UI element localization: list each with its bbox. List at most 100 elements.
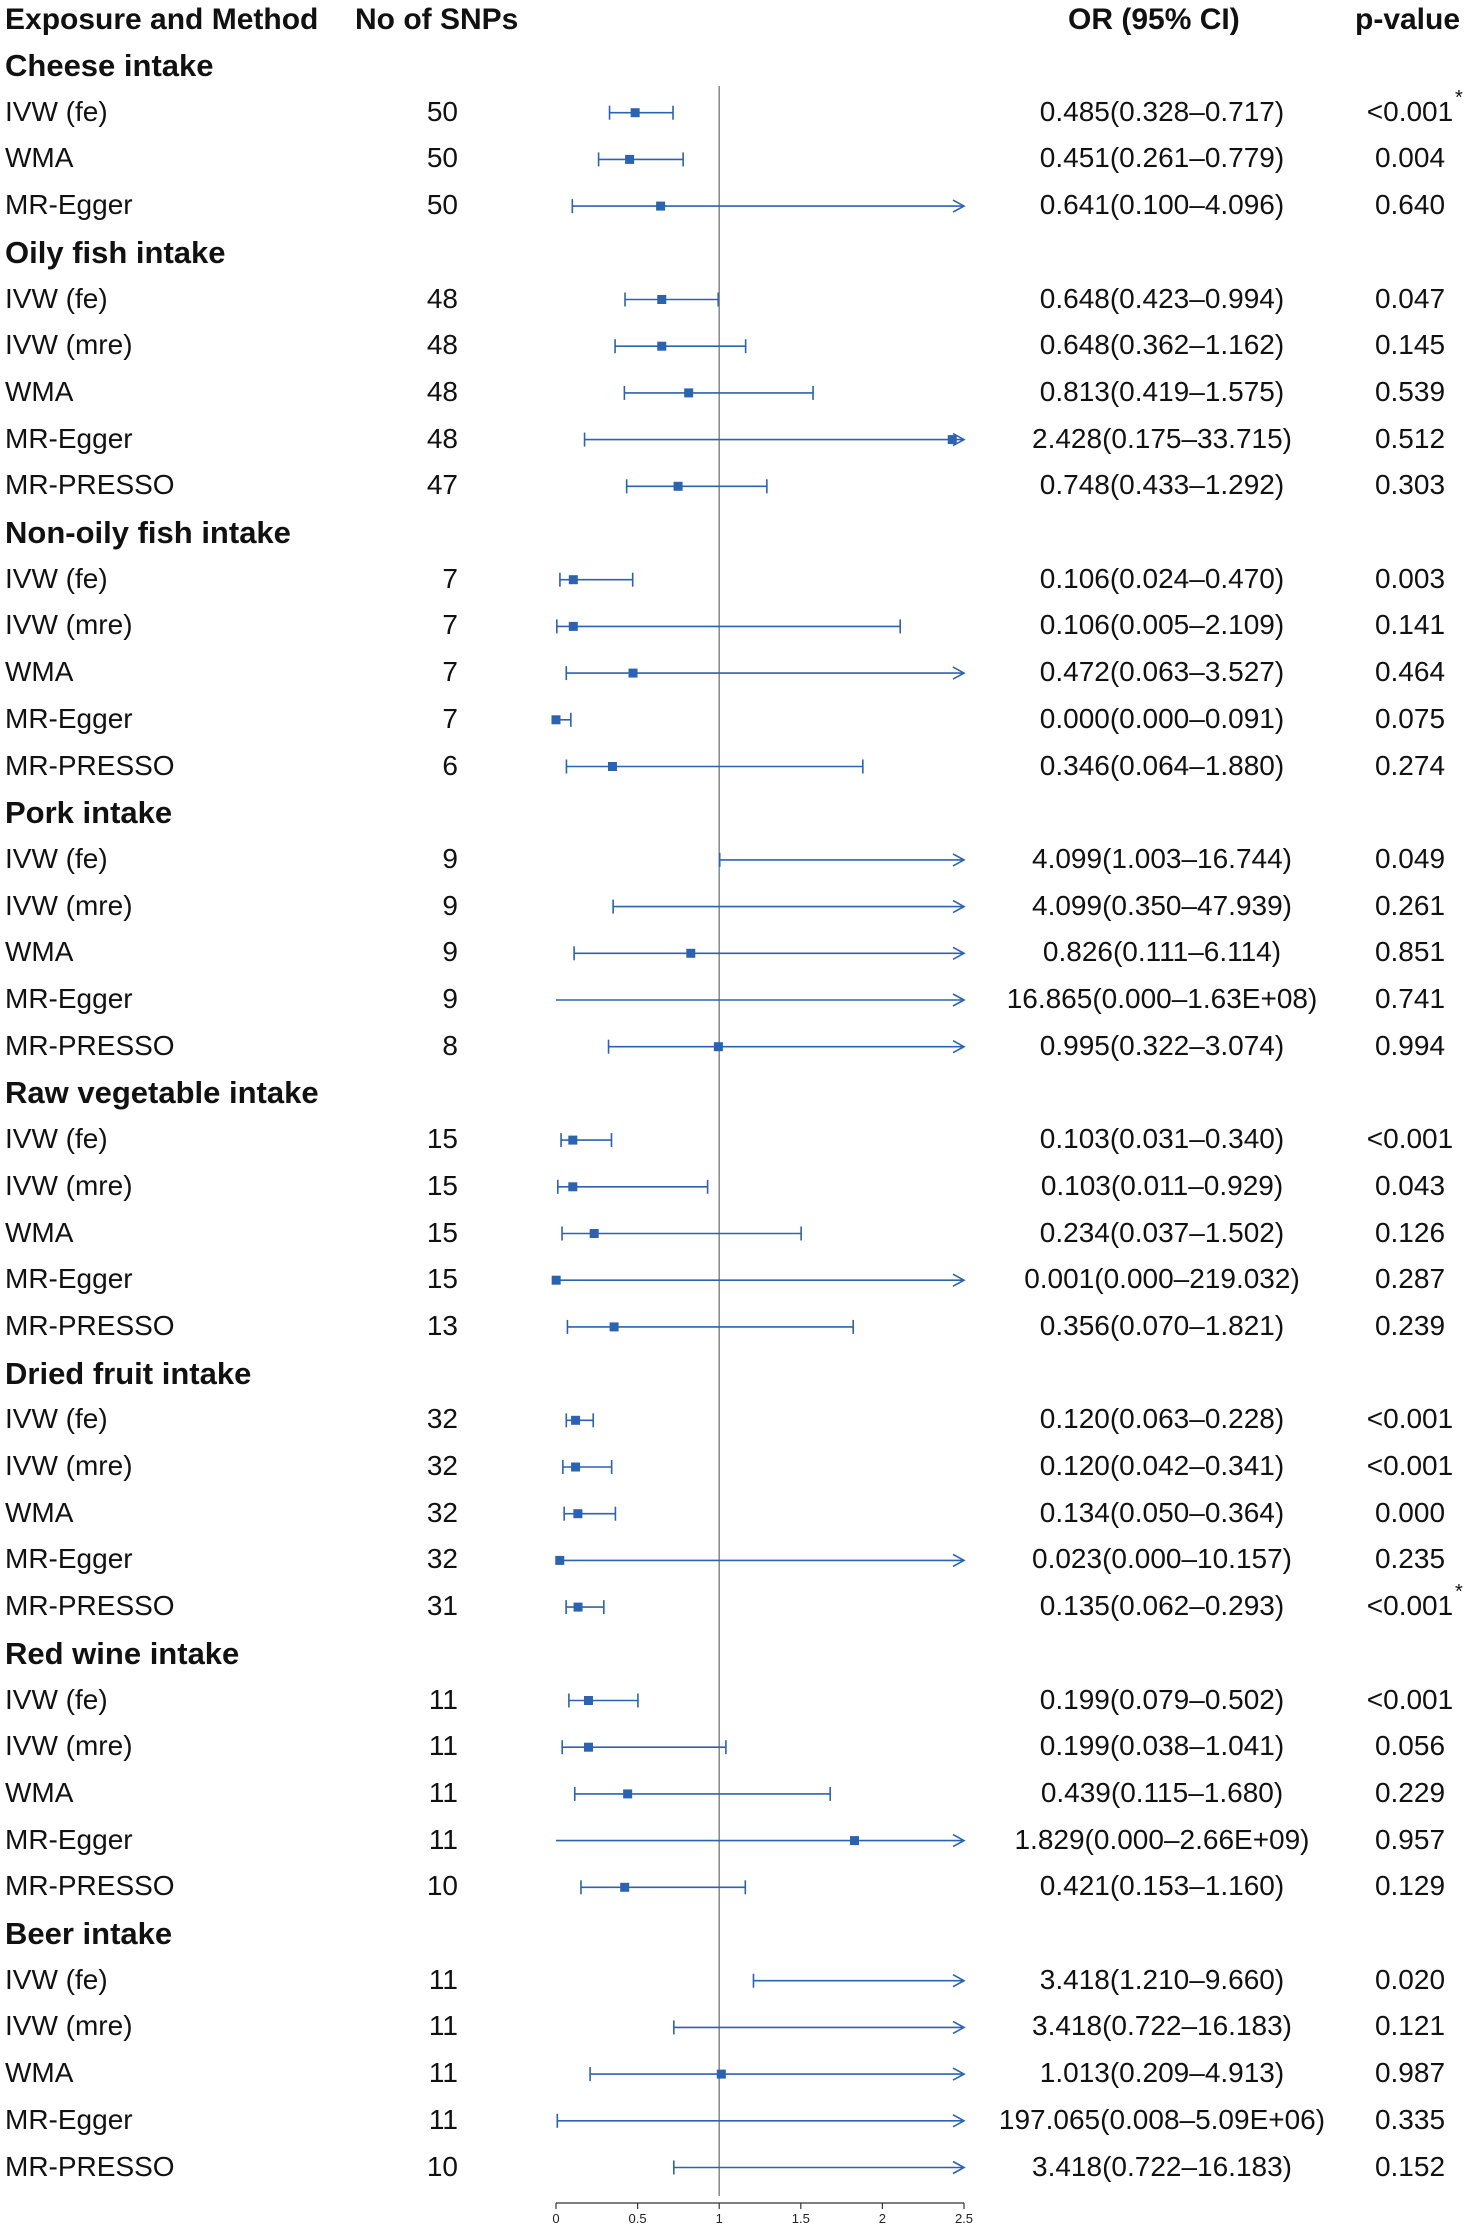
p-value: 0.126	[1374, 1216, 1446, 1248]
or-ci-text: 0.000(0.000–0.091)	[1039, 702, 1285, 734]
snp-count: 32	[426, 1450, 458, 1481]
or-ci-text: 0.103(0.011–0.929)	[1040, 1169, 1284, 1201]
method-label: IVW (mre)	[5, 1450, 133, 1481]
p-value: 0.287	[1374, 1263, 1446, 1295]
ci-arrow-right	[952, 199, 966, 213]
snp-count: 9	[442, 936, 458, 968]
or-ci-text: 0.234(0.037–1.502)	[1039, 1216, 1285, 1248]
p-value: 0.261	[1374, 889, 1446, 921]
snp-count: 11	[428, 1730, 458, 1762]
p-value: 0.145	[1374, 329, 1446, 361]
p-value: 0.000	[1374, 1496, 1446, 1528]
method-label: MR-PRESSO	[5, 2150, 175, 2182]
p-value: 0.741	[1374, 983, 1446, 1014]
snp-count: 32	[426, 1543, 458, 1575]
point-estimate	[551, 1275, 561, 1285]
p-value: 0.539	[1374, 375, 1446, 407]
point-estimate	[568, 1182, 578, 1192]
or-ci-text: 0.199(0.079–0.502)	[1039, 1683, 1285, 1715]
p-value: 0.003	[1374, 562, 1446, 594]
point-estimate	[657, 295, 667, 304]
method-label: WMA	[5, 656, 74, 688]
or-ci-text: 0.134(0.050–0.364)	[1039, 1496, 1285, 1528]
p-value: <0.001	[1366, 1450, 1454, 1481]
or-ci-text: 0.826(0.111–6.114)	[1042, 936, 1282, 968]
snp-count: 8	[442, 1029, 458, 1061]
or-ci-text: 2.428(0.175–33.715)	[1032, 422, 1292, 454]
p-value: 0.141	[1374, 609, 1446, 641]
point-estimate	[583, 1696, 593, 1705]
p-value: 0.020	[1374, 1963, 1446, 1995]
point-estimate	[555, 1555, 565, 1565]
p-value: <0.001	[1366, 1590, 1454, 1622]
snp-count: 15	[426, 1169, 458, 1201]
snp-count: 11	[428, 2057, 458, 2089]
ci-arrow-right	[952, 993, 966, 1007]
method-label: MR-Egger	[5, 422, 133, 454]
method-label: IVW (fe)	[5, 1683, 108, 1715]
method-label: IVW (mre)	[5, 889, 133, 921]
snp-count: 11	[428, 2010, 458, 2042]
x-tick-label: 2.5	[955, 2211, 973, 2226]
or-ci-text: 0.001(0.000–219.032)	[1024, 1263, 1300, 1295]
ci-arrow-right	[952, 1039, 966, 1054]
method-label: MR-PRESSO	[5, 1309, 175, 1341]
method-label: MR-PRESSO	[5, 1029, 175, 1061]
snp-count: 50	[426, 189, 458, 221]
p-value: 0.152	[1374, 2150, 1446, 2182]
point-estimate	[573, 1602, 583, 1612]
x-tick-label: 2	[879, 2211, 886, 2226]
method-label: IVW (fe)	[5, 1123, 108, 1155]
point-estimate	[623, 1789, 633, 1799]
point-estimate	[583, 1742, 593, 1752]
point-estimate	[571, 1415, 581, 1425]
snp-count: 11	[428, 1823, 458, 1855]
significance-star: *	[1455, 86, 1463, 109]
or-ci-text: 0.421(0.153–1.160)	[1039, 1870, 1285, 1902]
point-estimate	[609, 1322, 619, 1332]
ci-arrow-right	[952, 853, 966, 867]
ci-arrow-right	[952, 946, 966, 961]
method-label: IVW (mre)	[5, 1169, 133, 1201]
method-label: MR-PRESSO	[5, 749, 175, 781]
or-ci-text: 0.648(0.423–0.994)	[1039, 282, 1285, 314]
snp-count: 7	[442, 609, 458, 641]
ci-arrow-right	[952, 2114, 966, 2128]
point-estimate	[684, 388, 694, 398]
snp-count: 10	[426, 2150, 458, 2182]
or-ci-text: 0.135(0.062–0.293)	[1039, 1590, 1285, 1622]
ci-arrow-right	[952, 1553, 966, 1568]
snp-count: 48	[426, 422, 458, 454]
snp-count: 48	[426, 329, 458, 361]
point-estimate	[630, 108, 640, 118]
or-ci-text: 0.106(0.005–2.109)	[1039, 609, 1285, 641]
group-title: Dried fruit intake	[5, 1355, 252, 1391]
significance-star: *	[1455, 1581, 1463, 1604]
snp-count: 31	[426, 1590, 458, 1622]
snp-count: 9	[442, 889, 458, 921]
or-ci-text: 0.346(0.064–1.880)	[1039, 749, 1285, 781]
or-ci-text: 1.829(0.000–2.66E+09)	[1014, 1823, 1310, 1855]
snp-count: 6	[442, 749, 458, 781]
method-label: WMA	[5, 1216, 74, 1248]
method-label: IVW (fe)	[5, 95, 108, 127]
method-label: WMA	[5, 1496, 74, 1528]
or-ci-text: 0.641(0.100–4.096)	[1039, 189, 1285, 221]
p-value: 0.239	[1374, 1309, 1446, 1341]
p-value: 0.335	[1374, 2103, 1446, 2135]
header-or: OR (95% CI)	[1068, 3, 1240, 36]
x-tick-label: 1	[716, 2211, 723, 2226]
p-value: 0.043	[1374, 1169, 1446, 1201]
or-ci-text: 3.418(0.722–16.183)	[1032, 2010, 1292, 2042]
group-title: Pork intake	[5, 795, 173, 831]
p-value: 0.274	[1374, 749, 1446, 781]
method-label: IVW (mre)	[5, 609, 133, 641]
p-value: 0.075	[1374, 702, 1446, 734]
snp-count: 48	[426, 282, 458, 314]
point-estimate	[686, 948, 696, 958]
or-ci-text: 0.439(0.115–1.680)	[1040, 1776, 1284, 1808]
snp-count: 11	[428, 1776, 458, 1808]
or-ci-text: 0.103(0.031–0.340)	[1039, 1123, 1285, 1155]
